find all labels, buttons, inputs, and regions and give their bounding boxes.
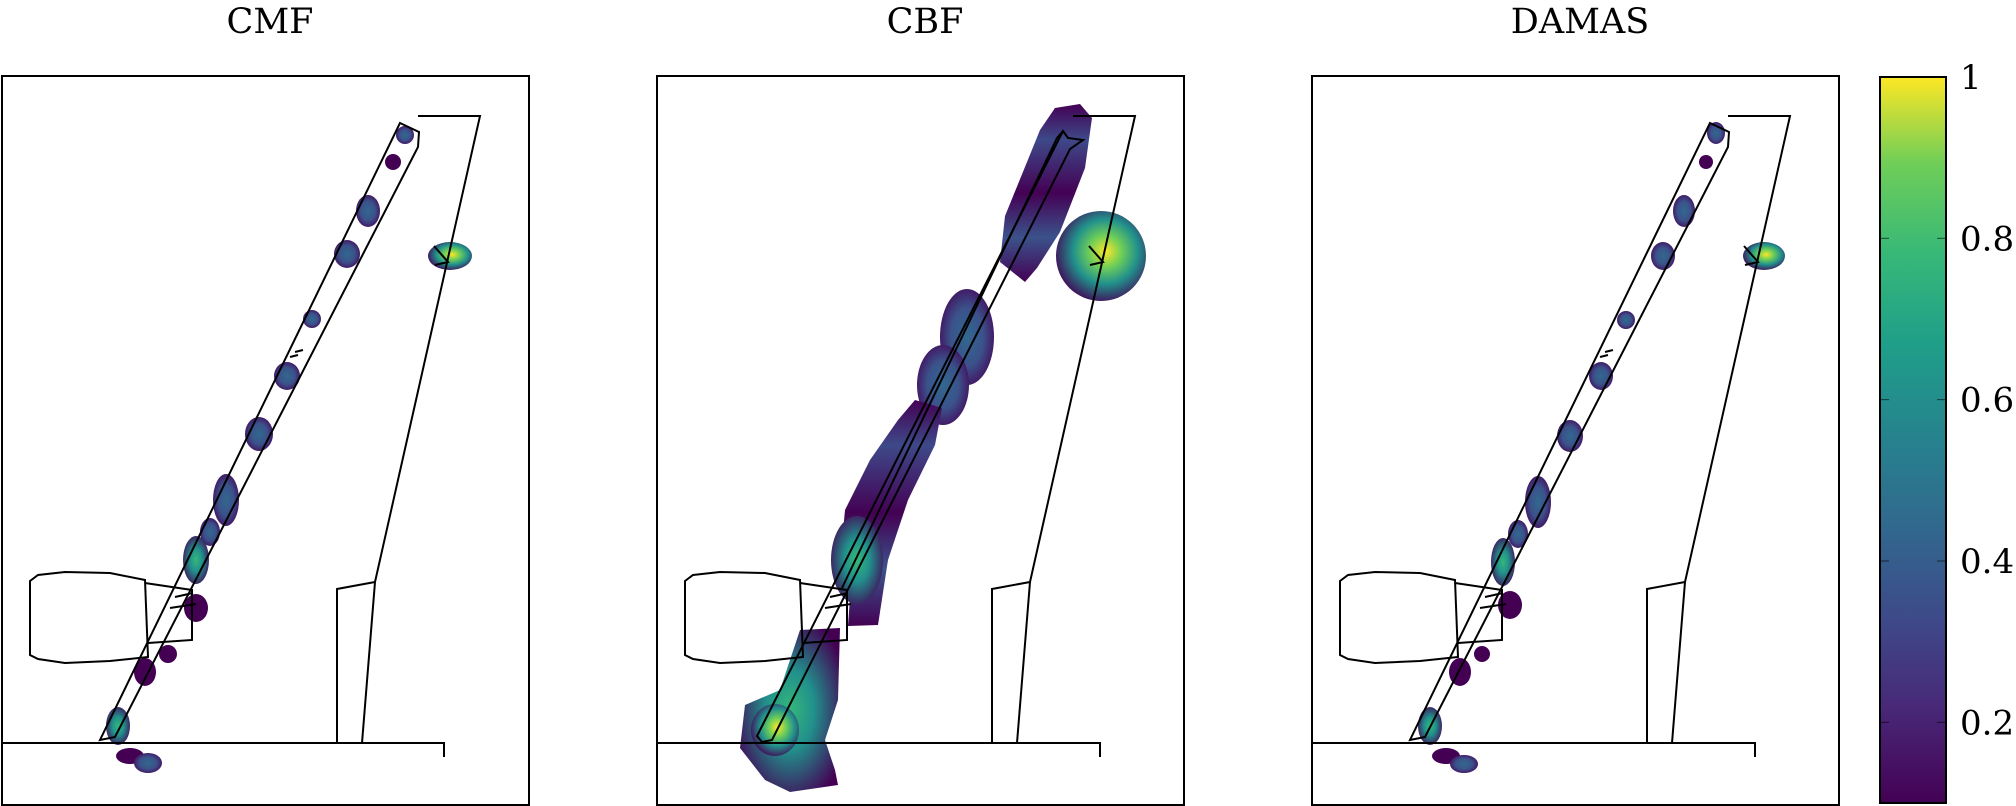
flap-outline <box>336 115 482 744</box>
flap-outline <box>991 115 1137 744</box>
source-spot <box>134 753 162 773</box>
engine-nacelle <box>684 570 805 665</box>
source-spot <box>1491 538 1515 586</box>
source-spot <box>159 645 177 663</box>
source-spot <box>1525 476 1551 528</box>
engine-nacelle <box>1339 570 1460 665</box>
source-map-damas <box>1418 122 1785 773</box>
source-spot <box>356 195 380 227</box>
source-spot <box>1450 755 1478 773</box>
source-spot <box>1673 195 1695 227</box>
aircraft-outline-damas <box>1311 75 1840 806</box>
slat-segments <box>1479 349 1614 609</box>
panel-cmf <box>1 75 530 806</box>
slat-outline <box>1408 121 1731 742</box>
source-spot <box>385 154 401 170</box>
source-spot <box>396 126 414 144</box>
panel-damas <box>1311 75 1840 806</box>
fuselage-line <box>657 742 1101 757</box>
fuselage-line <box>1312 742 1756 757</box>
source-region <box>1056 211 1146 301</box>
colorbar-tick-label: 0.4 <box>1960 542 2014 582</box>
panel-frame <box>1 75 530 806</box>
source-spot <box>1743 242 1785 270</box>
aircraft-outline-cbf <box>656 75 1185 806</box>
engine-nacelle <box>29 570 150 665</box>
panel-title-cbf: CBF <box>887 2 964 42</box>
panel-title-damas: DAMAS <box>1511 2 1649 42</box>
flap-outline <box>1646 115 1792 744</box>
colorbar-gradient <box>1879 76 1947 804</box>
colorbar: 0.2 0.4 0.6 0.8 1 <box>1879 58 2014 804</box>
source-spot <box>184 594 208 622</box>
engine-pylon <box>144 582 193 644</box>
colorbar-tick-label: 1 <box>1960 58 1982 98</box>
source-spot <box>1474 646 1490 662</box>
engine-pylon <box>1454 582 1503 644</box>
panel-cbf <box>656 75 1185 806</box>
flap-gap <box>433 245 450 266</box>
source-spot <box>428 242 472 270</box>
source-spot <box>1617 311 1635 329</box>
fuselage-line <box>2 742 445 757</box>
colorbar-tick-label: 0.2 <box>1960 703 2014 743</box>
flap-gap <box>1743 245 1760 266</box>
source-map-cbf <box>740 104 1146 792</box>
aircraft-outline-cmf <box>1 75 530 806</box>
slat-outline <box>98 121 421 742</box>
source-map-cmf <box>106 126 472 773</box>
colorbar-ticks: 0.2 0.4 0.6 0.8 1 <box>1880 58 2014 743</box>
panel-frame <box>656 75 1185 806</box>
source-region <box>1000 104 1092 282</box>
colorbar-tick-label: 0.6 <box>1960 381 2014 421</box>
panel-title-cmf: CMF <box>227 2 314 42</box>
source-spot <box>1498 591 1522 619</box>
engine-pylon <box>799 582 848 644</box>
panel-frame <box>1311 75 1840 806</box>
source-spot <box>183 536 209 584</box>
colorbar-tick-label: 0.8 <box>1960 219 2014 259</box>
source-spot <box>134 658 156 686</box>
source-spot <box>334 240 360 268</box>
source-region <box>751 704 799 756</box>
source-spot <box>213 474 239 526</box>
slat-segments <box>169 349 304 609</box>
slat-outline <box>755 129 1086 744</box>
flap-gap <box>1088 245 1105 266</box>
source-region <box>831 516 883 604</box>
source-spot <box>1699 155 1713 169</box>
